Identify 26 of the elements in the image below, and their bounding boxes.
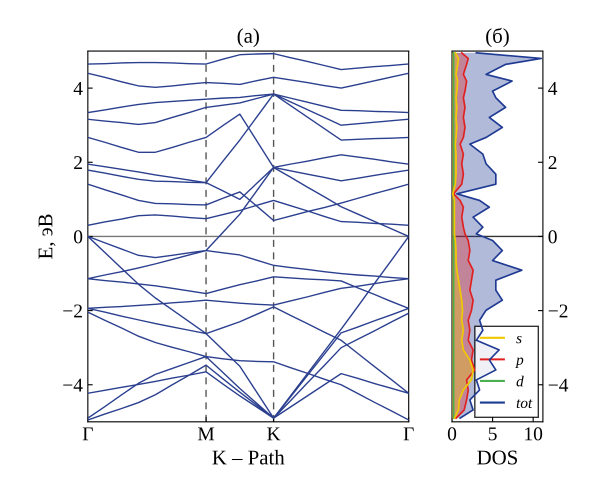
x-tick-label: 5	[488, 427, 497, 440]
y-tick-label: 4	[74, 82, 83, 95]
chart-title: (б)	[486, 28, 509, 48]
y-tick-label: −2	[63, 304, 82, 318]
y-tick-label: 0	[74, 230, 82, 244]
y-tick-label: −2	[548, 304, 568, 318]
x-tick-label: M	[198, 427, 214, 440]
x-tick-label: 0	[448, 427, 456, 440]
chart-title: (а)	[238, 28, 259, 48]
y-tick-label: 0	[548, 230, 557, 244]
x-tick-label: Γ	[404, 427, 414, 440]
x-axis-title: K – Path	[212, 450, 284, 465]
y-axis-title: E, эВ	[38, 214, 56, 259]
x-tick-label: Γ	[82, 427, 93, 440]
y-tick-label: −4	[63, 378, 83, 392]
y-tick-label: 2	[74, 156, 82, 170]
y-tick-label: 4	[548, 82, 558, 95]
y-tick-label: −4	[548, 378, 568, 392]
x-tick-label: 10	[525, 427, 542, 440]
legend-label: s	[516, 336, 522, 344]
x-axis-title: DOS	[477, 450, 518, 465]
legend-label: p	[515, 358, 524, 368]
legend-label: d	[516, 376, 524, 386]
x-tick-label: K	[267, 427, 280, 440]
legend-label: tot	[516, 399, 533, 408]
y-tick-label: 2	[548, 156, 556, 170]
